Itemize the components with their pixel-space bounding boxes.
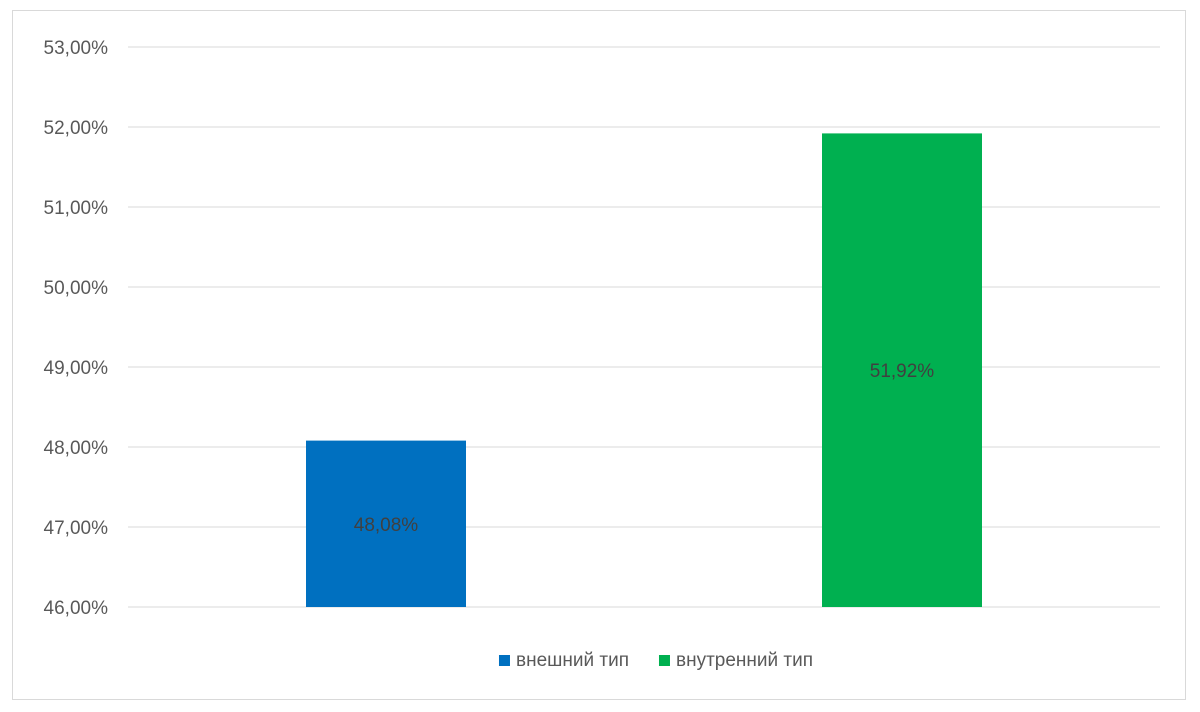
data-label-1: 48,08% [354,515,419,536]
y-tick-label: 53,00% [44,38,109,59]
legend: внешний тип внутренний тип [498,650,813,671]
y-tick-label: 49,00% [44,358,109,379]
y-tick-label: 48,00% [44,438,109,459]
legend-swatch-1 [498,655,510,666]
legend-swatch-2 [658,655,670,666]
bars [306,133,982,607]
bar-2 [822,133,982,607]
y-tick-label: 52,00% [44,118,109,139]
bar-1 [306,440,466,607]
y-tick-label: 46,00% [44,598,109,619]
data-label-2: 51,92% [870,361,935,382]
y-tick-label: 50,00% [44,278,109,299]
legend-label-1: внешний тип [516,650,629,671]
legend-label-2: внутренний тип [676,650,813,671]
gridlines [128,46,1160,608]
y-tick-label: 51,00% [44,198,109,219]
y-tick-label: 47,00% [44,518,109,539]
y-axis-tick-labels: 46,00% 47,00% 48,00% 49,00% 50,00% 51,00% 52,0… [44,38,109,619]
data-labels: 48,08% 51,92% [354,361,935,536]
chart-area [12,10,1186,700]
